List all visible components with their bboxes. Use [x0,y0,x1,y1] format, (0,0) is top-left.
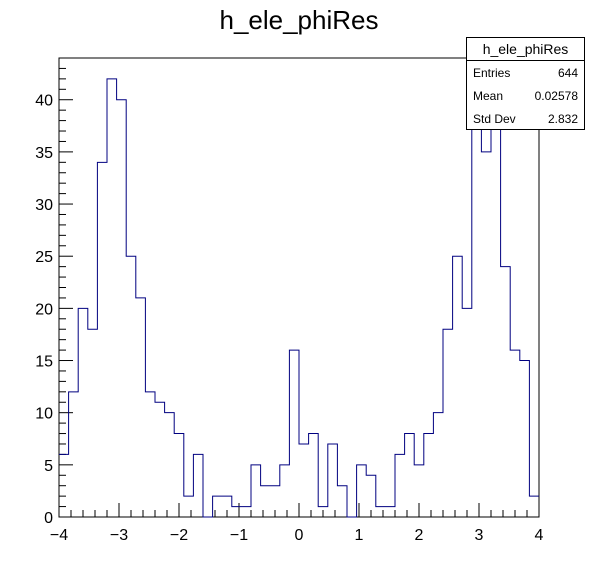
y-tick-label: 20 [35,301,53,318]
chart-title: h_ele_phiRes [219,5,378,35]
stats-value: 644 [558,66,578,80]
x-tick-label: 3 [475,527,484,544]
x-tick-label: 2 [415,527,424,544]
y-axis: 0 5 10 15 20 25 30 35 40 [35,58,73,527]
stats-row-entries: Entries 644 [467,61,584,84]
y-tick-label: 35 [35,145,53,162]
stats-row-stddev: Std Dev 2.832 [467,107,584,130]
stats-label: Std Dev [473,112,516,126]
y-tick-label: 0 [44,510,53,527]
stats-value: 2.832 [548,112,578,126]
x-tick-label: 1 [355,527,364,544]
x-tick-label: −3 [110,527,128,544]
stats-row-mean: Mean 0.02578 [467,84,584,107]
x-tick-label: −2 [170,527,188,544]
y-tick-label: 10 [35,406,53,423]
stats-label: Mean [473,89,503,103]
x-tick-label: 0 [295,527,304,544]
stats-value: 0.02578 [535,89,578,103]
stats-title: h_ele_phiRes [467,38,584,61]
x-axis: −4 −3 −2 −1 0 1 2 3 4 [50,503,544,544]
x-tick-label: −4 [50,527,68,544]
stats-label: Entries [473,66,510,80]
y-tick-label: 15 [35,354,53,371]
stats-box: h_ele_phiRes Entries 644 Mean 0.02578 St… [466,37,585,130]
y-tick-label: 40 [35,93,53,110]
x-tick-label: 4 [535,527,544,544]
y-tick-label: 30 [35,197,53,214]
y-tick-label: 25 [35,249,53,266]
x-tick-label: −1 [230,527,248,544]
y-tick-label: 5 [44,458,53,475]
histogram-line [59,68,539,517]
